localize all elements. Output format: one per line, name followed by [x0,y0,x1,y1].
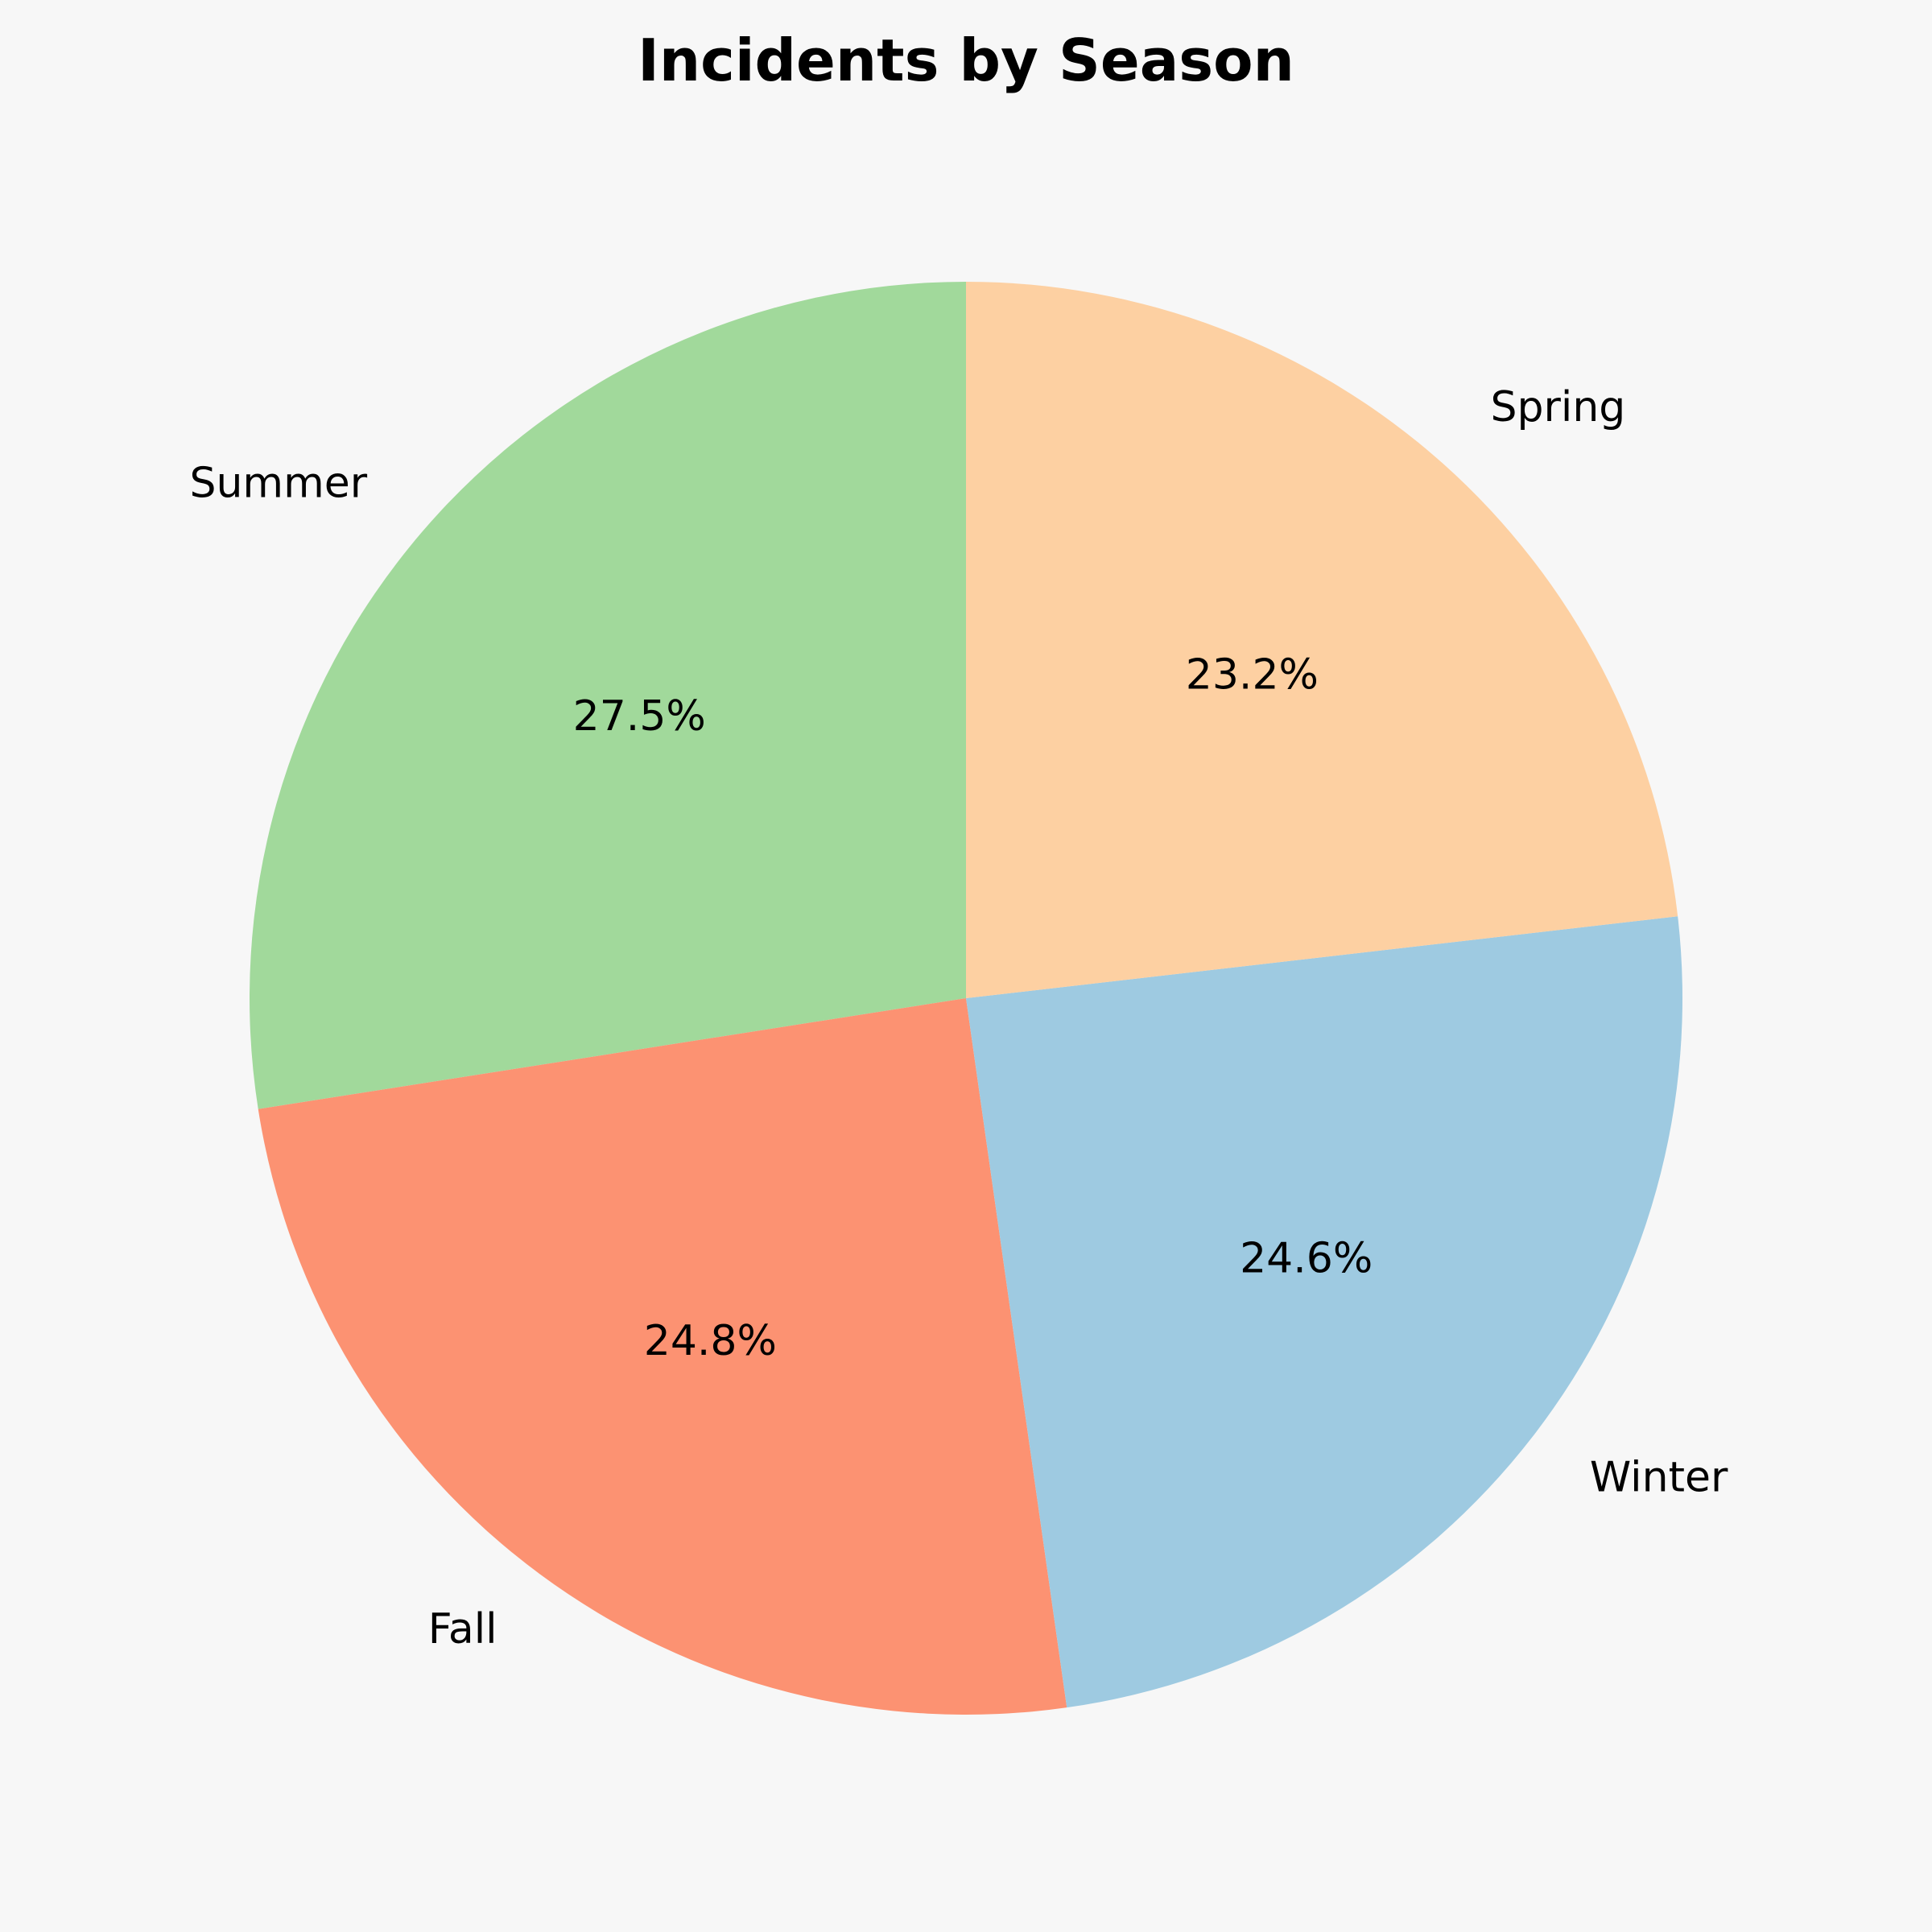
pie-slice-summer [250,282,966,1109]
pie-pct-label-winter: 24.6% [1240,1234,1373,1282]
pie-pct-label-summer: 27.5% [573,692,706,741]
pie-label-winter: Winter [1590,1453,1728,1501]
pie-slice-fall [258,998,1067,1715]
chart-title: Incidents by Season [638,27,1294,94]
pie-slice-winter [966,916,1682,1708]
pie-pct-label-fall: 24.8% [644,1317,777,1365]
pie-label-fall: Fall [428,1605,497,1653]
pie-pct-label-spring: 23.2% [1186,650,1319,699]
pie-slice-spring [966,282,1678,998]
pie-label-summer: Summer [189,460,367,508]
pie-labels: 27.5% Summer 24.8% Fall 24.6% Winter 23.2% Spri… [189,383,1728,1653]
pie-label-spring: Spring [1490,383,1625,431]
pie-slices [250,282,1682,1715]
